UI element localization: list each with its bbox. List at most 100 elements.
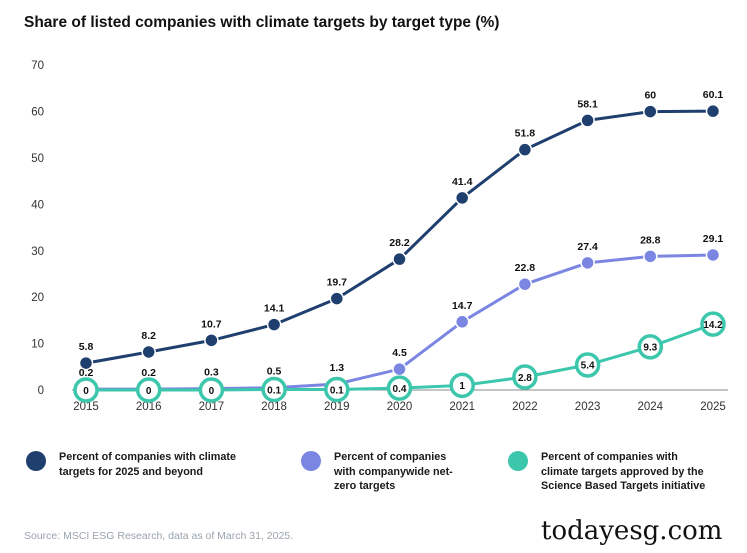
legend-item-net-zero: Percent of companies with companywide ne… [301, 450, 453, 494]
point-sbti [574, 352, 601, 378]
data-label-climate-targets: 28.2 [389, 237, 410, 249]
point-sbti [386, 375, 413, 401]
y-tick-label: 30 [31, 246, 44, 258]
data-label-net-zero: 28.8 [640, 234, 661, 246]
x-tick-label: 2022 [512, 401, 538, 413]
y-tick-label: 60 [31, 107, 44, 119]
point-sbti [198, 377, 225, 403]
point-sbti [449, 372, 475, 399]
point-climate-targets [78, 355, 94, 371]
data-label-net-zero: 14.7 [452, 300, 473, 312]
point-net-zero [454, 314, 470, 330]
legend-label-climate-targets: Percent of companies with climate target… [59, 450, 236, 479]
data-label-climate-targets: 5.8 [79, 341, 94, 353]
point-net-zero [392, 361, 407, 377]
data-label-sbti: 0 [146, 386, 152, 397]
legend-line: Science Based Targets initiative [541, 480, 706, 492]
y-tick-label: 70 [31, 60, 44, 72]
data-label-net-zero: 4.5 [392, 347, 407, 359]
point-climate-targets [705, 103, 721, 119]
x-tick-label: 2019 [324, 401, 350, 413]
data-label-climate-targets: 58.1 [577, 98, 598, 110]
watermark: todayesg.com [541, 516, 723, 546]
data-label-climate-targets: 10.7 [201, 318, 222, 330]
chart-title: Share of listed companies with climate t… [24, 14, 500, 31]
data-label-sbti: 0 [209, 386, 215, 397]
legend-line: targets for 2025 and beyond [59, 465, 203, 478]
x-tick-label: 2017 [199, 401, 225, 413]
data-label-sbti: 14.2 [703, 320, 723, 331]
data-label-climate-targets: 60 [644, 90, 656, 102]
x-tick-label: 2015 [73, 401, 99, 413]
data-label-sbti: 5.4 [581, 361, 595, 372]
point-climate-targets [580, 113, 595, 128]
point-climate-targets [329, 291, 345, 306]
point-net-zero [517, 276, 533, 292]
data-label-climate-targets: 19.7 [327, 277, 348, 289]
legend-line: Percent of companies with [541, 451, 678, 463]
point-sbti [324, 376, 350, 403]
point-sbti [135, 377, 162, 403]
data-label-climate-targets: 8.2 [141, 330, 156, 342]
data-label-sbti: 0.1 [267, 385, 281, 396]
data-label-climate-targets: 51.8 [515, 128, 536, 140]
data-label-net-zero: 27.4 [577, 241, 598, 253]
data-label-net-zero: 0.5 [267, 366, 282, 378]
legend-line: climate targets approved by the [541, 465, 704, 478]
data-label-sbti: 1 [459, 381, 465, 392]
legend-item-climate-targets: Percent of companies with climate target… [26, 450, 236, 479]
point-climate-targets [392, 251, 407, 267]
data-label-net-zero: 0.2 [141, 367, 156, 379]
point-net-zero [705, 247, 721, 263]
data-label-sbti: 2.8 [518, 373, 532, 384]
x-tick-label: 2016 [136, 401, 162, 413]
legend-swatch-net-zero [301, 451, 321, 471]
legend-line: Percent of companies [334, 451, 447, 463]
data-label-sbti: 0.1 [330, 385, 344, 396]
x-tick-label: 2025 [700, 401, 726, 413]
legend-line: with companywide net- [334, 465, 453, 478]
data-label-climate-targets: 14.1 [264, 303, 285, 315]
y-tick-label: 10 [31, 339, 44, 351]
data-label-net-zero: 0.3 [204, 367, 219, 379]
point-climate-targets [204, 333, 219, 348]
point-net-zero [580, 255, 595, 271]
y-tick-label: 50 [31, 153, 44, 165]
point-climate-targets [643, 104, 658, 119]
point-net-zero [643, 249, 658, 264]
legend-swatch-climate-targets [26, 451, 46, 471]
point-sbti [637, 334, 664, 360]
legend-line: zero targets [334, 480, 396, 492]
x-tick-label: 2023 [575, 401, 601, 413]
data-label-climate-targets: 41.4 [452, 176, 473, 188]
point-sbti [700, 311, 726, 337]
legend-line: Percent of companies with climate [59, 451, 236, 463]
legend-item-sbti: Percent of companies with climate target… [508, 450, 705, 494]
data-label-net-zero: 22.8 [515, 262, 536, 274]
point-climate-targets [517, 142, 533, 157]
legend-label-sbti: Percent of companies with climate target… [541, 450, 705, 494]
y-tick-label: 40 [31, 199, 44, 211]
y-tick-label: 20 [31, 292, 44, 304]
y-tick-label: 0 [38, 385, 44, 397]
data-label-sbti: 0 [83, 386, 89, 397]
x-tick-label: 2021 [449, 401, 475, 413]
x-tick-label: 2018 [261, 401, 287, 413]
point-climate-targets [266, 317, 282, 332]
point-sbti [73, 377, 99, 403]
point-climate-targets [454, 190, 470, 206]
data-label-climate-targets: 60.1 [703, 89, 724, 101]
x-tick-label: 2024 [638, 401, 664, 413]
legend-label-net-zero: Percent of companies with companywide ne… [334, 450, 453, 494]
data-label-sbti: 0.4 [393, 384, 407, 395]
point-sbti [261, 376, 287, 403]
point-climate-targets [141, 344, 156, 360]
source-note: Source: MSCI ESG Research, data as of Ma… [24, 530, 294, 542]
x-tick-label: 2020 [387, 401, 413, 413]
data-label-net-zero: 29.1 [703, 233, 724, 245]
data-label-net-zero: 1.3 [329, 362, 344, 374]
data-label-sbti: 9.3 [643, 343, 657, 354]
legend-swatch-sbti [508, 451, 528, 471]
data-label-net-zero: 0.2 [79, 367, 94, 379]
